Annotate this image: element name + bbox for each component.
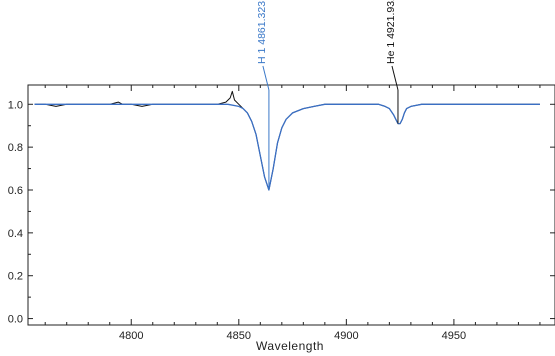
annotation-label: He 1 4921.931 bbox=[385, 0, 397, 64]
x-axis: 4800 4850 4900 4950 bbox=[44, 85, 541, 342]
y-tick-label: 0.0 bbox=[8, 314, 23, 326]
series-line-1 bbox=[34, 103, 540, 191]
x-axis-label: Wavelength bbox=[256, 339, 324, 353]
series-layer bbox=[34, 90, 540, 191]
x-tick-label: 4800 bbox=[119, 330, 143, 342]
y-axis: 0.0 0.2 0.4 0.6 0.8 1.0 bbox=[8, 99, 555, 326]
y-tick-label: 0.6 bbox=[8, 185, 23, 197]
plot-frame bbox=[27, 84, 555, 326]
annotation-label: H 1 4861.323 bbox=[256, 1, 268, 64]
annotation-leader bbox=[391, 65, 399, 91]
annotation-layer: H 1 4861.323 He 1 4921.931 bbox=[256, 0, 399, 190]
y-tick-label: 0.2 bbox=[8, 271, 23, 283]
y-tick-label: 0.8 bbox=[8, 142, 23, 154]
x-tick-label: 4900 bbox=[334, 330, 358, 342]
annotation-leader bbox=[262, 65, 270, 91]
y-tick-label: 0.4 bbox=[8, 228, 23, 240]
x-tick-label: 4850 bbox=[227, 330, 251, 342]
series-line-0 bbox=[34, 90, 540, 191]
y-tick-label: 1.0 bbox=[8, 99, 23, 111]
x-tick-label: 4950 bbox=[442, 330, 466, 342]
